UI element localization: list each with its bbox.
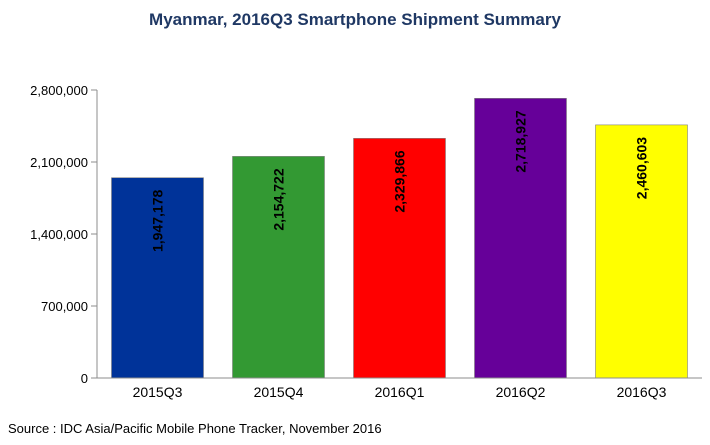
y-tick-label: 2,100,000	[30, 155, 88, 170]
x-tick-label: 2016Q1	[375, 384, 425, 400]
bar-value-label: 2,460,603	[634, 137, 650, 199]
source-note: Source : IDC Asia/Pacific Mobile Phone T…	[8, 421, 382, 436]
y-tick-label: 0	[81, 371, 88, 386]
x-tick-label: 2015Q4	[254, 384, 304, 400]
y-tick-label: 700,000	[41, 299, 88, 314]
bar-value-label: 1,947,178	[150, 190, 166, 252]
bar-2016Q2	[474, 98, 567, 379]
y-tick-label: 2,800,000	[30, 83, 88, 98]
bar-2016Q3	[595, 124, 688, 379]
y-tick-label: 1,400,000	[30, 227, 88, 242]
bar-value-label: 2,718,927	[513, 110, 529, 172]
x-tick-label: 2016Q2	[496, 384, 546, 400]
bar-2016Q1	[353, 138, 446, 379]
x-tick-label: 2015Q3	[133, 384, 183, 400]
bar-value-label: 2,329,866	[392, 150, 408, 212]
bar-value-label: 2,154,722	[271, 168, 287, 230]
bar-2015Q3	[111, 177, 204, 379]
x-tick-label: 2016Q3	[617, 384, 667, 400]
bar-2015Q4	[232, 156, 325, 379]
chart-title: Myanmar, 2016Q3 Smartphone Shipment Summ…	[149, 10, 561, 29]
